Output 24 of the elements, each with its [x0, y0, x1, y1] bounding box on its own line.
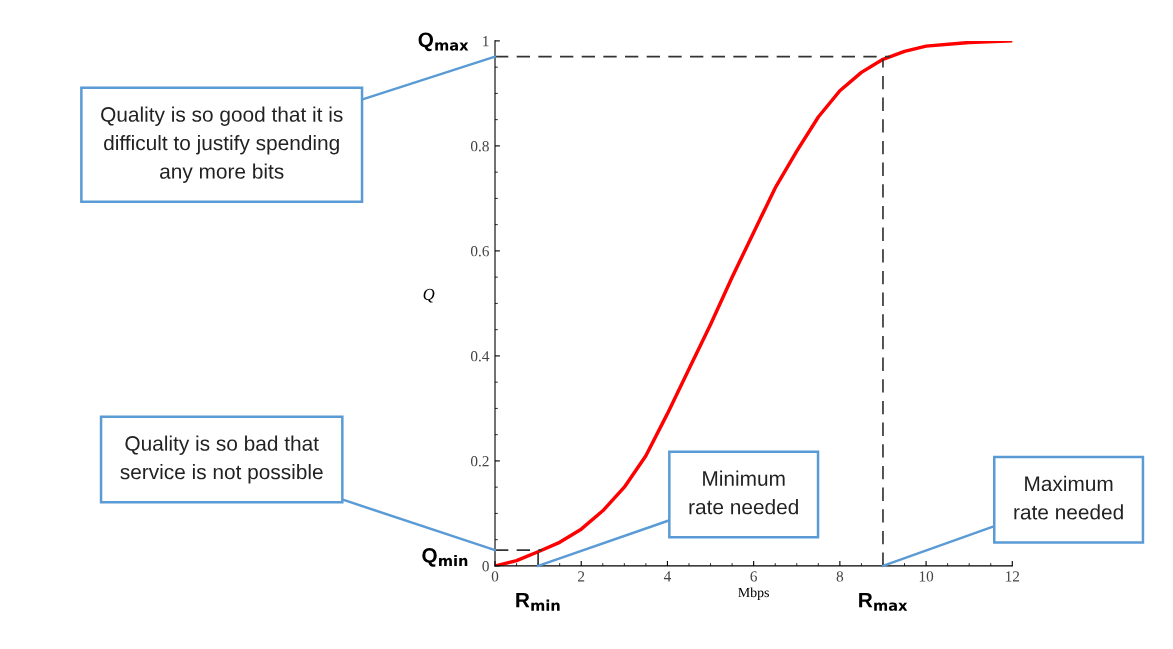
x-axis-title: Mbps — [738, 587, 769, 601]
x-tick-label: 8 — [836, 571, 844, 582]
x-tick-label: 0 — [491, 571, 499, 582]
x-tick-label: 6 — [750, 571, 758, 582]
y-axis-title: Q — [423, 288, 435, 303]
ref-line-label: R$_{max}$ — [859, 592, 908, 611]
annotation: Maximum rate needed — [1014, 475, 1123, 520]
y-tick-label: 0.6 — [470, 246, 489, 257]
ref-line-label: R$_{min}$ — [516, 592, 560, 611]
y-tick-label: 1 — [483, 36, 489, 47]
x-tick-label: 10 — [919, 571, 934, 582]
ref-line-label: Q$_{min}$ — [422, 548, 468, 567]
x-tick-label: 4 — [663, 571, 672, 582]
y-tick-label: 0.4 — [470, 351, 490, 362]
x-tick-label: 12 — [1006, 571, 1020, 582]
annotation: Minimum rate needed — [689, 470, 798, 515]
line-series — [495, 40, 1013, 566]
y-tick-label: 0.2 — [470, 456, 489, 467]
x-tick-label: 2 — [578, 571, 585, 582]
y-tick-label: 0 — [482, 561, 489, 572]
annotation: Quality is so good that it is difficult to justify spending any more bits — [101, 106, 343, 183]
ref-line-label: Q$_{max}$ — [418, 32, 469, 52]
annotation: Quality is so bad that service is not possible — [120, 435, 323, 484]
y-tick-label: 0.8 — [470, 141, 489, 152]
